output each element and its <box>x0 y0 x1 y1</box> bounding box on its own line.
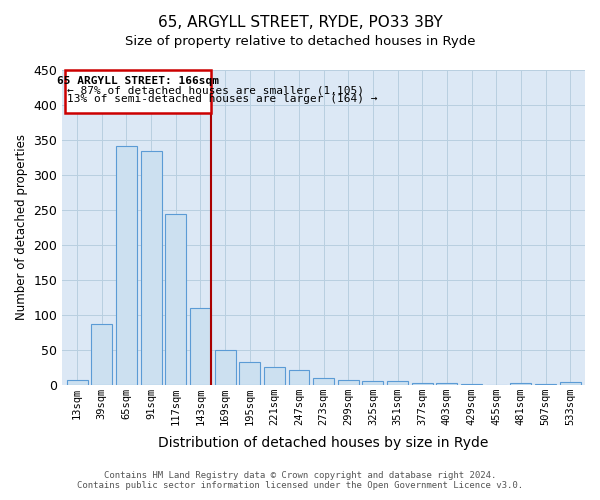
Bar <box>338 380 359 384</box>
Bar <box>313 378 334 384</box>
Bar <box>412 382 433 384</box>
Text: Size of property relative to detached houses in Ryde: Size of property relative to detached ho… <box>125 35 475 48</box>
Bar <box>560 382 581 384</box>
FancyBboxPatch shape <box>65 70 211 114</box>
Bar <box>140 151 161 384</box>
Bar <box>511 382 532 384</box>
Bar <box>239 362 260 384</box>
Bar <box>264 367 285 384</box>
Bar <box>91 324 112 384</box>
Bar <box>289 370 310 384</box>
Bar <box>387 381 408 384</box>
Bar <box>67 380 88 384</box>
Y-axis label: Number of detached properties: Number of detached properties <box>15 134 28 320</box>
Text: 65, ARGYLL STREET, RYDE, PO33 3BY: 65, ARGYLL STREET, RYDE, PO33 3BY <box>158 15 442 30</box>
Text: 13% of semi-detached houses are larger (164) →: 13% of semi-detached houses are larger (… <box>67 94 378 104</box>
Bar <box>165 214 186 384</box>
Bar <box>362 381 383 384</box>
Bar <box>215 350 236 384</box>
Text: ← 87% of detached houses are smaller (1,105): ← 87% of detached houses are smaller (1,… <box>67 86 364 96</box>
Text: 65 ARGYLL STREET: 166sqm: 65 ARGYLL STREET: 166sqm <box>57 76 219 86</box>
Bar <box>116 146 137 384</box>
X-axis label: Distribution of detached houses by size in Ryde: Distribution of detached houses by size … <box>158 436 489 450</box>
Bar <box>436 383 457 384</box>
Bar <box>190 308 211 384</box>
Text: Contains HM Land Registry data © Crown copyright and database right 2024.
Contai: Contains HM Land Registry data © Crown c… <box>77 470 523 490</box>
